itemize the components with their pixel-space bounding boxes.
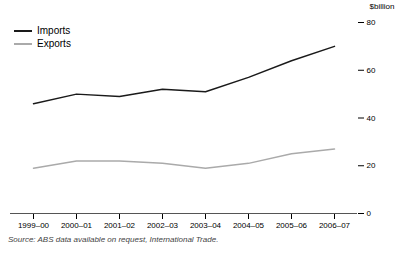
svg-text:2001–02: 2001–02 [104, 221, 136, 230]
svg-text:2006–07: 2006–07 [319, 221, 351, 230]
svg-text:2000–01: 2000–01 [61, 221, 93, 230]
svg-text:20: 20 [367, 161, 376, 170]
svg-text:2002–03: 2002–03 [147, 221, 179, 230]
html-text:Exports: Exports [37, 38, 71, 49]
html-text:Source: ABS data available on: Source: ABS data available on request, I… [8, 235, 219, 244]
svg-text:2003–04: 2003–04 [190, 221, 222, 230]
svg-text:60: 60 [367, 66, 376, 75]
svg-text:0: 0 [367, 209, 372, 218]
svg-text:2005–06: 2005–06 [276, 221, 308, 230]
svg-text:2004–05: 2004–05 [233, 221, 265, 230]
html-text:Imports: Imports [37, 25, 71, 36]
svg-text:80: 80 [367, 18, 376, 27]
svg-text:1999–00: 1999–00 [18, 221, 50, 230]
svg-text:$billion: $billion [370, 2, 395, 11]
svg-text:40: 40 [367, 114, 376, 123]
